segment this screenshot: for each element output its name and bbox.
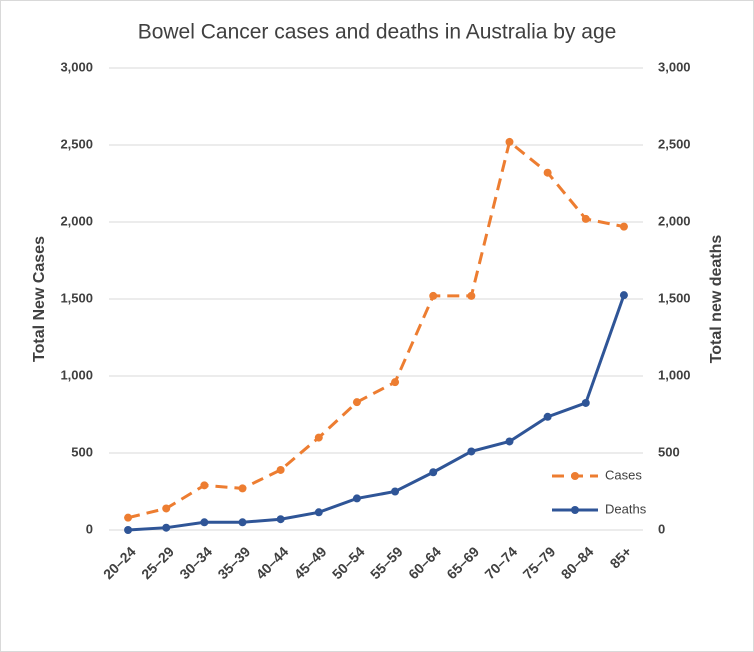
y-tick-label: 0 — [86, 521, 93, 536]
marker — [505, 137, 514, 146]
y-tick-label: 2,000 — [60, 213, 93, 228]
marker — [238, 518, 247, 527]
marker — [391, 487, 400, 496]
legend-label: Deaths — [605, 501, 647, 516]
y2-tick-label: 2,500 — [658, 136, 691, 151]
y2-tick-label: 1,000 — [658, 367, 691, 382]
marker — [238, 484, 247, 493]
legend-label: Cases — [605, 467, 642, 482]
marker — [124, 513, 133, 522]
y2-axis-title: Total new deaths — [708, 235, 725, 364]
marker — [124, 526, 133, 534]
y2-tick-label: 1,500 — [658, 290, 691, 305]
y2-tick-label: 2,000 — [658, 213, 691, 228]
marker — [429, 291, 438, 300]
marker — [200, 518, 209, 527]
chart-title: Bowel Cancer cases and deaths in Austral… — [138, 21, 617, 44]
marker — [543, 168, 552, 177]
legend-marker — [571, 506, 579, 514]
y2-tick-label: 3,000 — [658, 59, 691, 74]
y-axis-title: Total New Cases — [31, 236, 48, 362]
marker — [162, 523, 171, 532]
marker — [467, 447, 476, 456]
marker — [429, 468, 438, 477]
marker — [352, 494, 361, 503]
y-tick-label: 500 — [71, 444, 93, 459]
marker — [581, 398, 590, 407]
marker — [619, 222, 628, 231]
marker — [162, 504, 171, 513]
marker — [505, 437, 514, 446]
marker — [314, 433, 323, 442]
y-tick-label: 1,500 — [60, 290, 93, 305]
marker — [276, 465, 285, 474]
y-tick-label: 3,000 — [60, 59, 93, 74]
marker — [314, 508, 323, 517]
marker — [352, 398, 361, 407]
line — [127, 139, 625, 520]
legend-marker — [571, 472, 579, 480]
y2-tick-label: 0 — [658, 521, 665, 536]
marker — [200, 481, 209, 490]
y2-tick-label: 500 — [658, 444, 680, 459]
marker — [391, 378, 400, 387]
y-tick-label: 1,000 — [60, 367, 93, 382]
marker — [581, 214, 590, 223]
marker — [467, 291, 476, 300]
marker — [619, 291, 628, 300]
marker — [276, 515, 285, 524]
y-tick-label: 2,500 — [60, 136, 93, 151]
marker — [543, 412, 552, 421]
line — [127, 294, 626, 532]
